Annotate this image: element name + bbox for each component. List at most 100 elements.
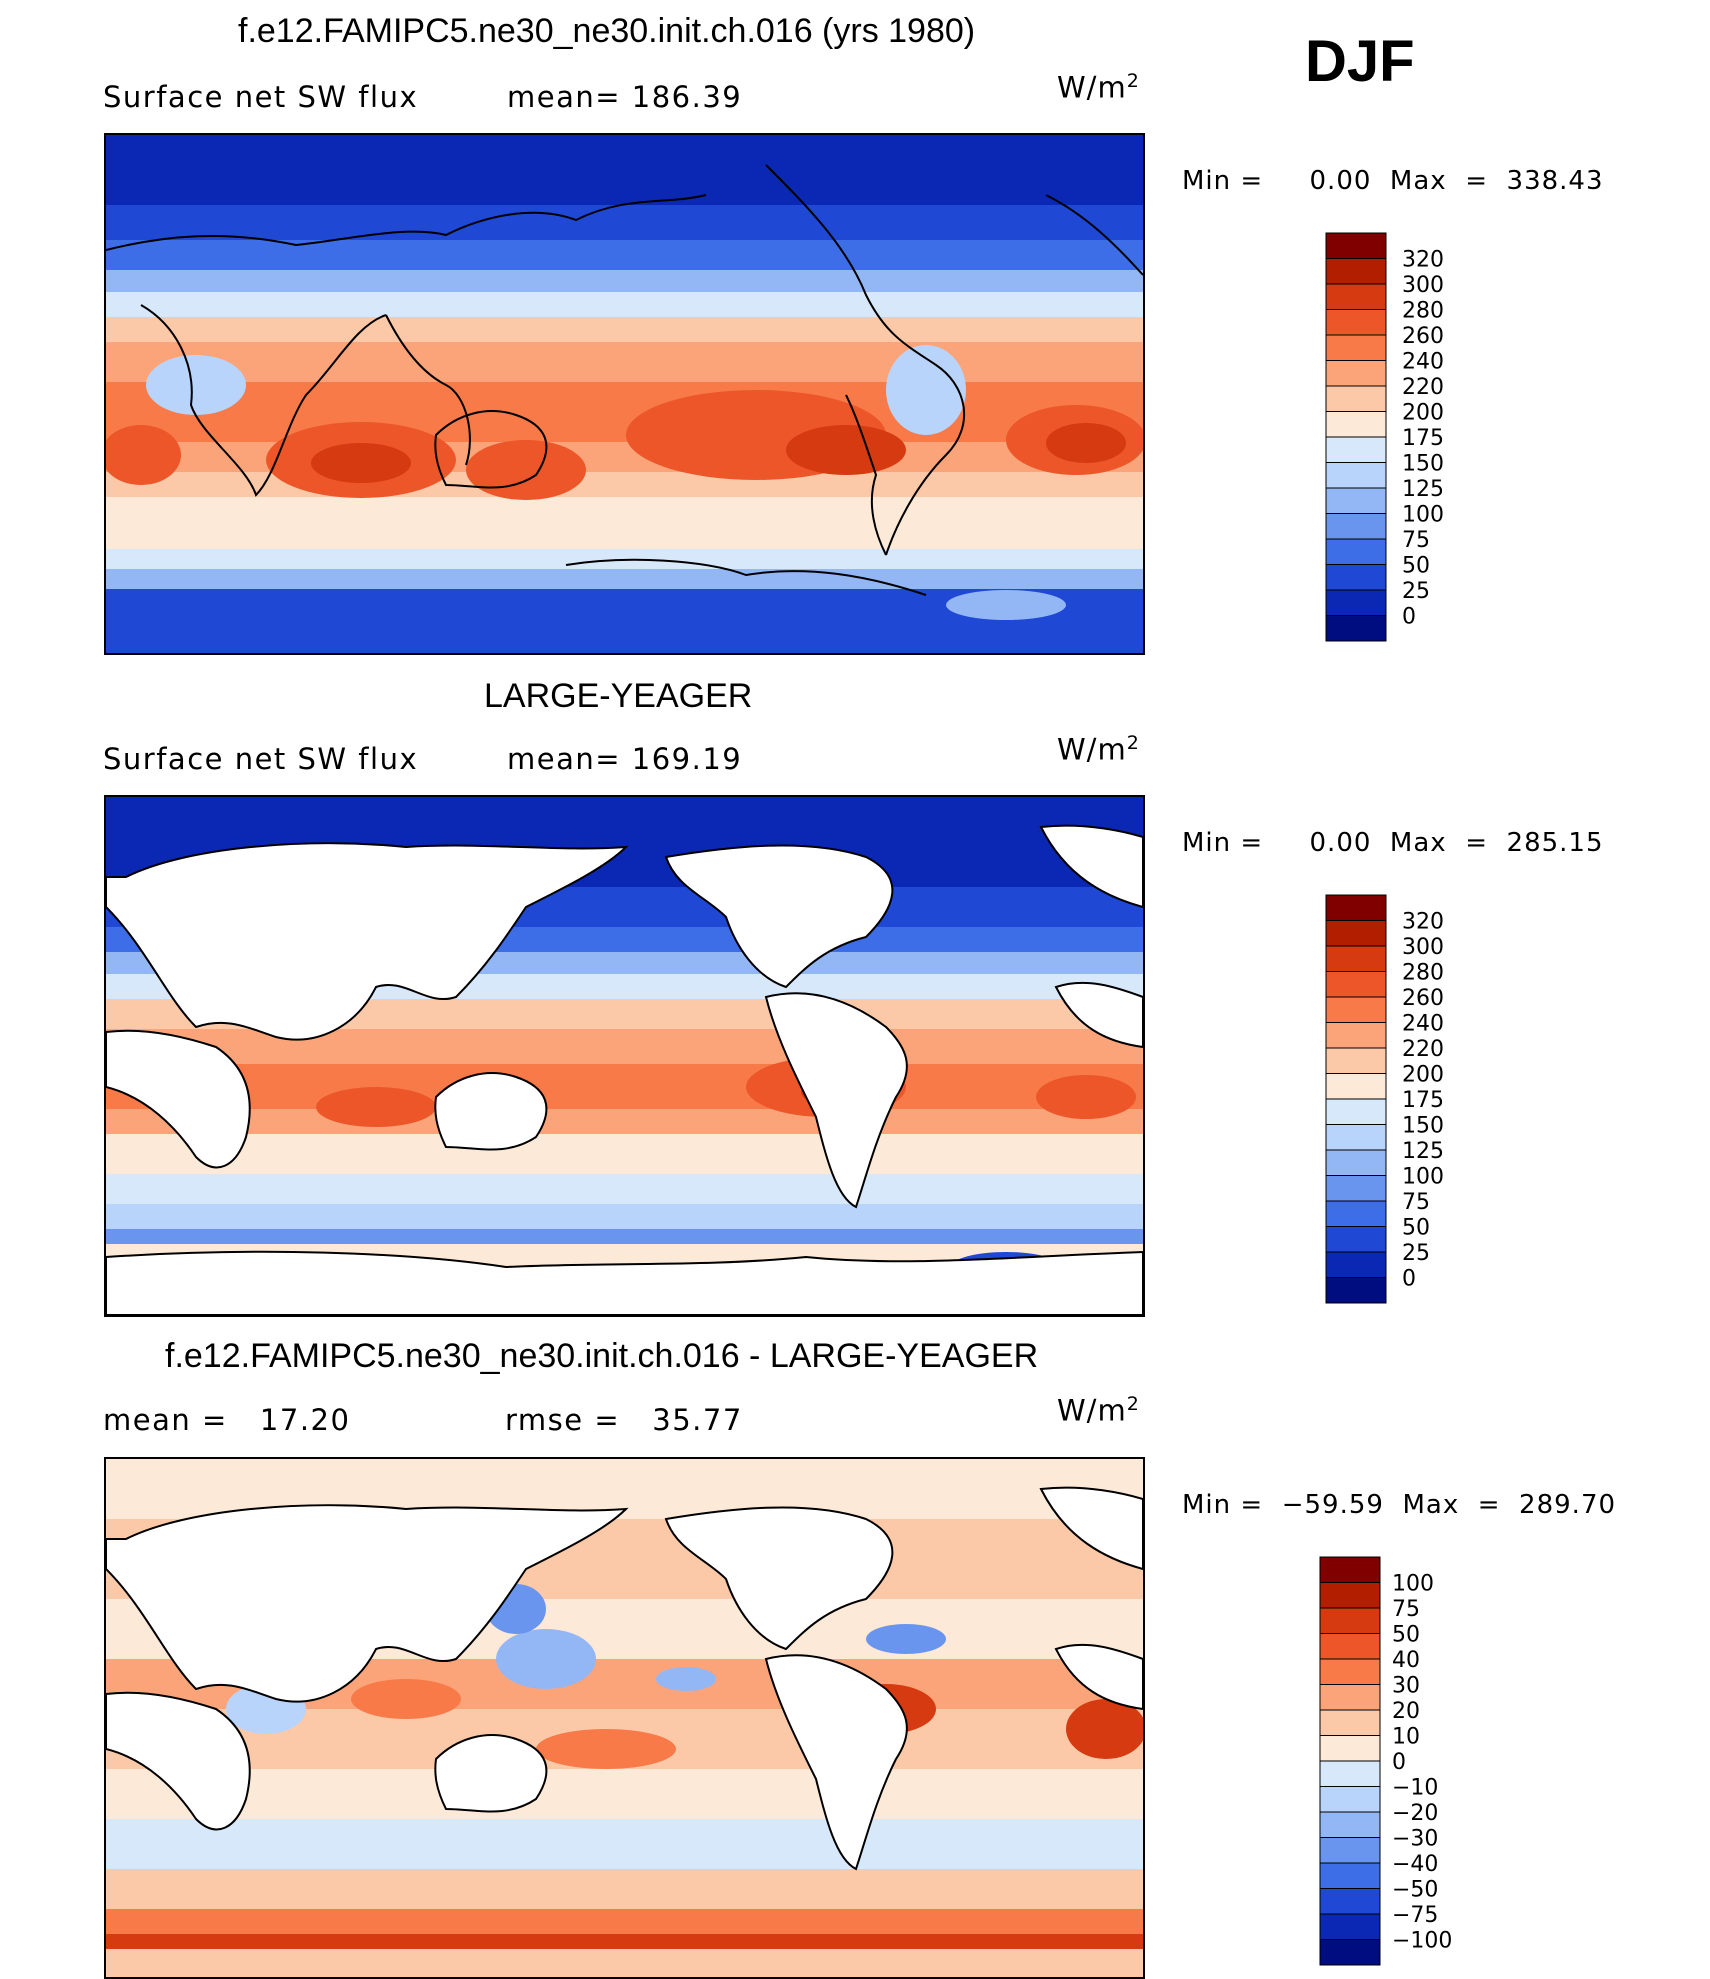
colorbar-label: 10: [1392, 1725, 1420, 1750]
colorbar-label: −50: [1392, 1878, 1438, 1903]
colorbar-label: 125: [1402, 1139, 1444, 1164]
colorbar-label: 50: [1402, 1216, 1430, 1241]
colorbar-swatch: [1319, 1811, 1381, 1838]
colorbar-swatch: [1325, 334, 1387, 361]
panel1-mean: mean= 186.39: [507, 80, 743, 114]
colorbar-swatch: [1325, 1124, 1387, 1151]
colorbar-label: −10: [1392, 1776, 1438, 1801]
colorbar-label: 200: [1402, 1063, 1444, 1088]
colorbar-swatch: [1325, 564, 1387, 591]
colorbar-label: 0: [1392, 1750, 1406, 1775]
colorbar-label: 150: [1402, 452, 1444, 477]
colorbar-swatch: [1319, 1684, 1381, 1711]
colorbar-swatch: [1325, 538, 1387, 565]
colorbar-label: 240: [1402, 1012, 1444, 1037]
colorbar-swatch: [1325, 1251, 1387, 1278]
panel3-mean: mean = 17.20: [103, 1403, 351, 1437]
panel2-colorbar: 320 300 280 260 240 220 200 175 150 125 100 75 50 25 0: [1325, 894, 1466, 1307]
colorbar-swatch: [1325, 232, 1387, 259]
colorbar-label: 260: [1402, 324, 1444, 349]
colorbar-swatch: [1319, 1786, 1381, 1813]
colorbar-label: 175: [1402, 426, 1444, 451]
colorbar-swatch: [1325, 360, 1387, 387]
colorbar-label: 220: [1402, 375, 1444, 400]
colorbar-label: 300: [1402, 935, 1444, 960]
colorbar-label: 25: [1402, 1241, 1430, 1266]
colorbar-swatch: [1319, 1607, 1381, 1634]
panel2-minmax: Min = 0.00 Max = 285.15: [1182, 828, 1604, 858]
colorbar-swatch: [1325, 1047, 1387, 1074]
colorbar-swatch: [1325, 996, 1387, 1023]
colorbar-swatch: [1325, 487, 1387, 514]
colorbar-swatch: [1325, 894, 1387, 921]
panel1-map: [104, 133, 1145, 655]
colorbar-swatch: [1325, 1098, 1387, 1125]
colorbar-label: 50: [1392, 1623, 1420, 1648]
colorbar-swatch: [1319, 1556, 1381, 1583]
colorbar-swatch: [1325, 436, 1387, 463]
colorbar-swatch: [1325, 1226, 1387, 1253]
colorbar-swatch: [1325, 1277, 1387, 1304]
colorbar-swatch: [1319, 1582, 1381, 1609]
colorbar-label: 50: [1402, 554, 1430, 579]
colorbar-label: 75: [1402, 528, 1430, 553]
colorbar-label: −20: [1392, 1801, 1438, 1826]
panel2-units: W/m2: [1057, 732, 1140, 767]
colorbar-label: 0: [1402, 1267, 1416, 1292]
panel1-title: f.e12.FAMIPC5.ne30_ne30.init.ch.016 (yrs…: [238, 12, 976, 50]
colorbar-label: 100: [1402, 1165, 1444, 1190]
colorbar-label: 125: [1402, 477, 1444, 502]
colorbar-label: 220: [1402, 1037, 1444, 1062]
colorbar-label: 175: [1402, 1088, 1444, 1113]
colorbar-swatch: [1325, 1149, 1387, 1176]
colorbar-label: 0: [1402, 605, 1416, 630]
colorbar-swatch: [1319, 1760, 1381, 1787]
colorbar-swatch: [1319, 1888, 1381, 1915]
colorbar-swatch: [1325, 615, 1387, 642]
colorbar-label: 75: [1392, 1597, 1420, 1622]
panel3-rmse: rmse = 35.77: [505, 1403, 743, 1437]
colorbar-label: 300: [1402, 273, 1444, 298]
colorbar-swatch: [1319, 1658, 1381, 1685]
colorbar-label: −30: [1392, 1827, 1438, 1852]
panel3-title: f.e12.FAMIPC5.ne30_ne30.init.ch.016 - LA…: [165, 1337, 1039, 1375]
panel3-map: [104, 1457, 1145, 1979]
colorbar-label: 100: [1402, 503, 1444, 528]
colorbar-swatch: [1325, 1073, 1387, 1100]
colorbar-swatch: [1325, 462, 1387, 489]
colorbar-swatch: [1319, 1862, 1381, 1889]
colorbar-swatch: [1325, 258, 1387, 285]
colorbar-label: 320: [1402, 910, 1444, 935]
colorbar-swatch: [1325, 283, 1387, 310]
colorbar-label: 40: [1392, 1648, 1420, 1673]
colorbar-label: 25: [1402, 579, 1430, 604]
colorbar-label: 100: [1392, 1572, 1434, 1597]
colorbar-label: 75: [1402, 1190, 1430, 1215]
panel2-mean: mean= 169.19: [507, 742, 743, 776]
colorbar-swatch: [1325, 1200, 1387, 1227]
colorbar-swatch: [1325, 309, 1387, 336]
panel2-title: LARGE-YEAGER: [484, 677, 753, 715]
season-label: DJF: [1305, 29, 1415, 94]
colorbar-swatch: [1325, 971, 1387, 998]
colorbar-swatch: [1319, 1837, 1381, 1864]
colorbar-swatch: [1325, 385, 1387, 412]
colorbar-label: 280: [1402, 961, 1444, 986]
colorbar-swatch: [1325, 1175, 1387, 1202]
colorbar-swatch: [1325, 411, 1387, 438]
colorbar-swatch: [1325, 1022, 1387, 1049]
panel1-colorbar: 320 300 280 260 240 220 200 175 150 125 100 75 50 25 0: [1325, 232, 1466, 645]
colorbar-swatch: [1325, 920, 1387, 947]
colorbar-swatch: [1325, 945, 1387, 972]
panel1-variable: Surface net SW flux: [103, 80, 419, 114]
colorbar-label: 200: [1402, 401, 1444, 426]
panel1-units: W/m2: [1057, 70, 1140, 105]
colorbar-swatch: [1319, 1735, 1381, 1762]
colorbar-label: −40: [1392, 1852, 1438, 1877]
colorbar-label: 260: [1402, 986, 1444, 1011]
colorbar-label: −75: [1392, 1903, 1438, 1928]
panel2-variable: Surface net SW flux: [103, 742, 419, 776]
colorbar-swatch: [1325, 589, 1387, 616]
panel1-minmax: Min = 0.00 Max = 338.43: [1182, 166, 1604, 196]
colorbar-swatch: [1319, 1939, 1381, 1966]
